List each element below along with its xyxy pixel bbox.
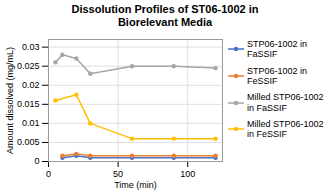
svg-text:50: 50 [113, 169, 123, 179]
html-text:Dissolution Profiles of ST06-1: Dissolution Profiles of ST06-1002 in Bio… [71, 3, 259, 29]
svg-text:100: 100 [180, 169, 195, 179]
svg-text:0.015: 0.015 [17, 99, 40, 109]
svg-text:0.03: 0.03 [22, 42, 40, 52]
svg-text:0.025: 0.025 [17, 61, 40, 71]
html-text:Milled STP06-1002 in FeSSIF: Milled STP06-1002 in FeSSIF [247, 119, 324, 140]
html-text:STP06-1002 in FaSSIF: STP06-1002 in FaSSIF [247, 39, 307, 60]
svg-text:0.02: 0.02 [22, 80, 40, 90]
svg-text:0.01: 0.01 [22, 118, 40, 128]
html-text:Milled STP06-1002 in FaSSIF: Milled STP06-1002 in FaSSIF [247, 92, 324, 113]
html-text:STP06-1002 in FeSSIF: STP06-1002 in FeSSIF [247, 65, 307, 86]
svg-text:0.005: 0.005 [17, 137, 40, 147]
svg-text:Amount dissolved (mg/mL): Amount dissolved (mg/mL) [5, 47, 15, 154]
svg-text:Time (min): Time (min) [114, 180, 157, 190]
svg-text:0: 0 [34, 156, 39, 166]
svg-text:0: 0 [46, 169, 51, 179]
